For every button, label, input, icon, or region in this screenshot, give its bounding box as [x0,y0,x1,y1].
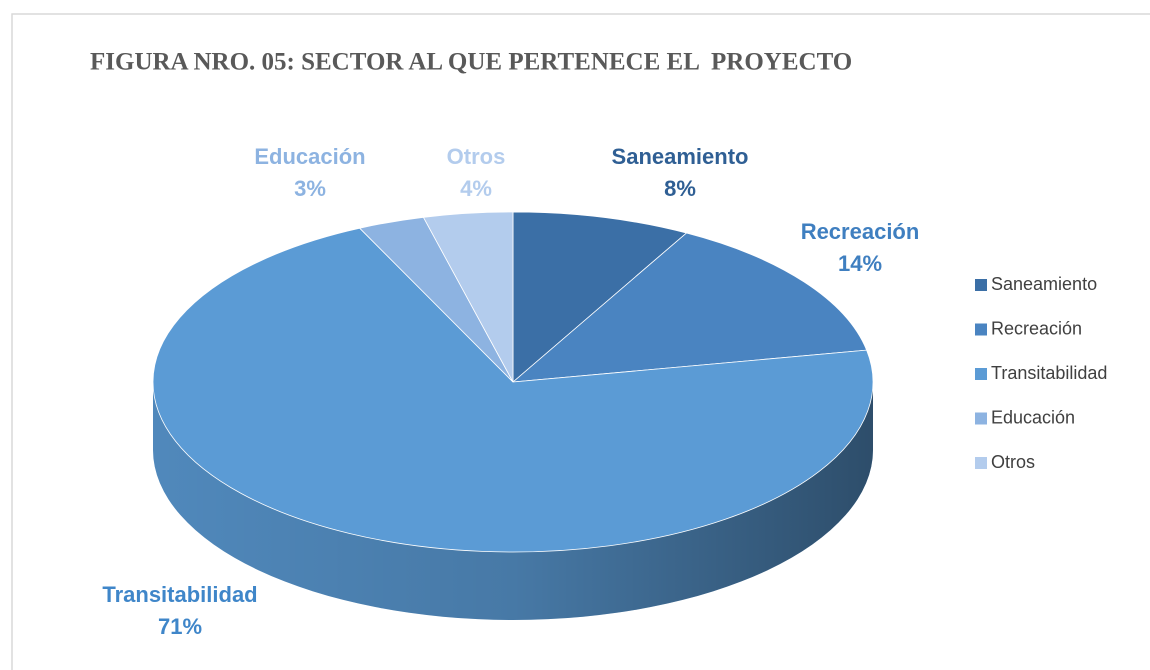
legend-swatch [975,412,987,425]
side-shade [153,382,873,620]
legend-label: Transitabilidad [991,363,1107,383]
data-label-value: 14% [838,251,882,276]
data-label-value: 4% [460,176,492,201]
legend-swatch [975,279,987,291]
data-label-name: Otros [447,144,506,169]
legend-label: Otros [991,452,1035,472]
legend-swatch [975,368,987,380]
data-label-value: 71% [158,614,202,639]
chart-frame [11,13,1150,670]
chart-title: FIGURA NRO. 05: SECTOR AL QUE PERTENECE … [90,49,852,76]
legend-swatch [975,323,987,336]
legend-label: Recreación [991,318,1082,338]
data-label-name: Saneamiento [612,144,749,169]
data-label-name: Educación [254,144,365,169]
legend-label: Saneamiento [991,274,1097,294]
legend-label: Educación [991,407,1075,427]
data-label-name: Recreación [801,219,920,244]
data-label-value: 3% [294,176,326,201]
data-label-value: 8% [664,176,696,201]
legend-swatch [975,457,987,469]
slice [422,211,514,383]
data-label-name: Transitabilidad [102,582,257,607]
slice [511,232,868,383]
slice [512,211,688,383]
slice [152,227,874,553]
pie [152,211,874,620]
